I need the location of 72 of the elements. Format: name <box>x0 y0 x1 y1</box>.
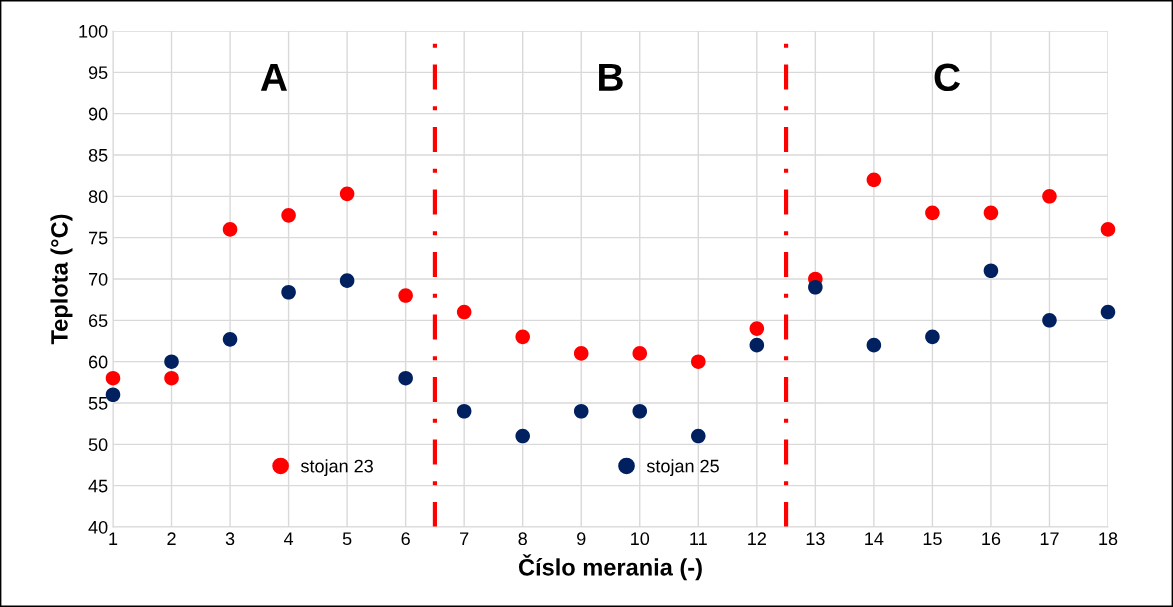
point <box>164 354 179 369</box>
point <box>983 205 999 221</box>
x-tick-label: 14 <box>865 532 884 545</box>
x-tick-label: 10 <box>631 532 650 546</box>
annotation: C <box>934 63 961 92</box>
y-tick-label: 80 <box>88 190 108 204</box>
x-tick-label: 2 <box>167 532 176 545</box>
y-tick-label: 90 <box>88 107 108 121</box>
point <box>164 370 179 386</box>
x-tick-label: 1 <box>109 532 118 545</box>
y-tick-label: 70 <box>88 272 108 286</box>
y-tick-label: 85 <box>88 148 108 162</box>
annotation: A <box>260 63 287 91</box>
point <box>573 346 589 361</box>
y-tick-label: 50 <box>88 438 108 452</box>
x-tick-label: 11 <box>690 532 707 545</box>
y-tick-label: 40 <box>88 520 108 534</box>
point <box>691 428 706 444</box>
point <box>222 332 238 347</box>
x-tick-label: 17 <box>1040 532 1059 545</box>
point <box>1042 189 1057 204</box>
x-tick-label: 6 <box>401 532 410 546</box>
point <box>339 186 355 202</box>
point <box>925 205 940 221</box>
y-tick-label: 75 <box>88 231 108 245</box>
x-tick-label: 3 <box>225 532 235 546</box>
point <box>866 172 882 188</box>
x-tick-label: 12 <box>748 532 766 545</box>
point <box>281 208 296 223</box>
point <box>515 428 530 444</box>
x-tick-label: 4 <box>283 532 294 545</box>
point <box>398 370 413 386</box>
point <box>749 337 765 353</box>
point <box>866 337 882 353</box>
point <box>632 346 648 361</box>
point <box>398 288 413 303</box>
x-tick-label: 15 <box>923 532 942 546</box>
point <box>281 284 296 300</box>
point <box>632 403 648 419</box>
point <box>925 329 940 345</box>
legend-label: stojan 25 <box>646 459 719 477</box>
y-tick-label: 95 <box>88 66 108 80</box>
point <box>515 329 530 345</box>
y-tick-label: 100 <box>79 24 108 38</box>
point <box>1100 222 1116 237</box>
x-tick-label: 7 <box>460 532 469 545</box>
x-tick-label: 5 <box>342 532 352 546</box>
x-tick-label: 18 <box>1099 532 1118 546</box>
point <box>691 354 706 369</box>
point <box>105 370 121 386</box>
point <box>808 279 823 295</box>
point <box>222 222 238 237</box>
y-tick-label: 55 <box>88 397 108 410</box>
point <box>456 304 472 320</box>
point <box>573 403 589 419</box>
point <box>339 273 355 288</box>
y-tick-label: 60 <box>88 355 108 369</box>
legend-label: stojan 23 <box>300 459 373 477</box>
x-axis-title: Číslo merania (-) <box>518 554 702 581</box>
annotation: B <box>599 63 623 91</box>
point <box>983 263 999 279</box>
point <box>1100 304 1116 320</box>
x-tick-label: 16 <box>982 532 1001 546</box>
y-axis-title: Teplota (°C) <box>50 214 73 345</box>
x-tick-label: 13 <box>806 532 825 546</box>
x-tick-label: 8 <box>518 532 527 546</box>
point <box>1042 313 1057 328</box>
x-tick-label: 9 <box>577 532 586 546</box>
y-tick-label: 65 <box>88 314 108 328</box>
point <box>456 403 472 419</box>
point <box>749 321 765 336</box>
y-tick-label: 45 <box>88 479 108 493</box>
